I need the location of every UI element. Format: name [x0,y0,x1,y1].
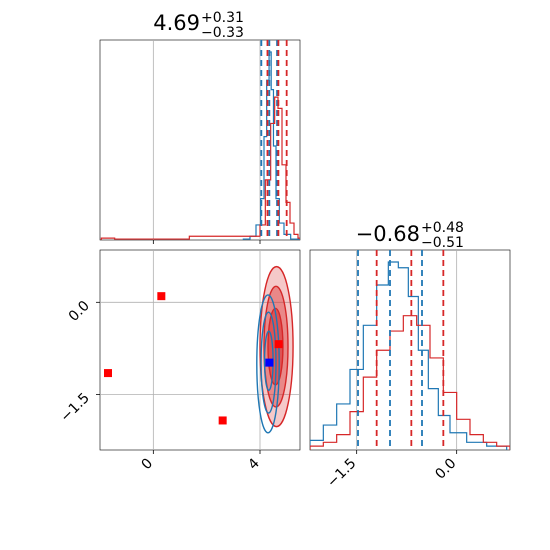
marker-red-1 [104,369,112,378]
title-param1: 4.69 +0.31 −0.33 [153,10,244,41]
hist2-series-b-line [310,261,508,450]
tick-label-scatter-y0: 0.0 [66,298,93,325]
tick-label-scatter-x1: 4 [245,455,263,473]
marker-blue-0 [265,358,274,367]
title-param2-median: −0.68 [356,222,420,246]
title-param2-lower: −0.51 [421,235,464,251]
marker-red-0 [157,292,166,301]
tick-label-scatter-y1: −1.5 [57,390,92,425]
panel-hist-param2-frame [309,249,511,451]
histogram-param1 [100,40,300,240]
contour-scatter-panel [104,265,294,434]
title-param2: −0.68 +0.48 −0.51 [356,220,464,251]
tick-label-p2-x0: −1.5 [324,456,359,491]
hist1-series-a-line [100,96,300,240]
tick-label-p2-x1: 0.0 [432,456,459,483]
hist2-content [310,250,510,450]
title-param1-lower: −0.33 [201,25,244,41]
scatter-content [104,265,294,434]
title-param1-median: 4.69 [153,11,200,35]
contour-b-level-1 [260,311,277,414]
histogram-param2 [310,250,510,450]
title-param1-upper: +0.31 [201,10,244,26]
hist1-content [100,40,300,240]
marker-red-3 [274,340,283,349]
hist2-series-a-line [310,315,510,450]
title-param2-upper: +0.48 [421,220,464,236]
tick-label-scatter-x0: 0 [139,456,157,474]
contour-b-level-0 [256,294,280,434]
marker-red-2 [218,416,227,425]
